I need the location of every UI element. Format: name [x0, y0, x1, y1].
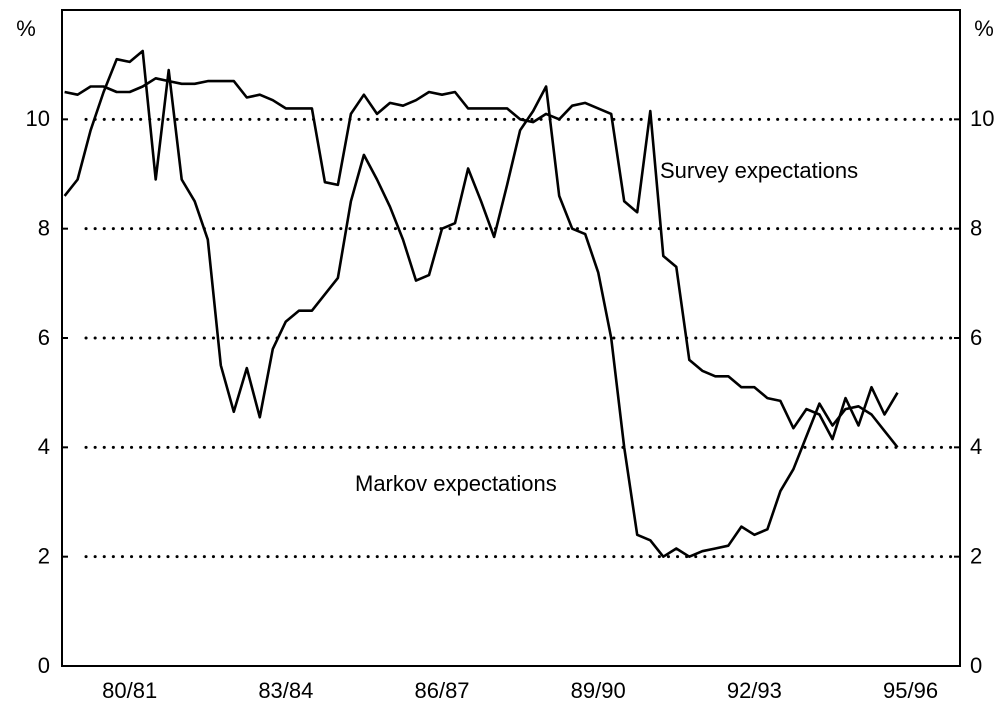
series-line	[63, 49, 899, 558]
y-tick-label: 10	[26, 106, 50, 131]
y2-tick-label: 8	[970, 215, 982, 240]
annotation: Survey expectations	[660, 158, 858, 183]
y-unit: %	[16, 16, 36, 41]
y2-tick-label: 0	[970, 653, 982, 678]
y2-tick-label: 2	[970, 543, 982, 568]
x-tick-label: 80/81	[102, 678, 157, 703]
y2-tick-label: 4	[970, 434, 982, 459]
y-tick-label: 4	[38, 434, 50, 459]
series-line	[64, 77, 899, 441]
y2-unit: %	[974, 16, 994, 41]
y2-tick-label: 10	[970, 106, 994, 131]
x-tick-label: 83/84	[258, 678, 313, 703]
y-tick-label: 0	[38, 653, 50, 678]
x-tick-label: 92/93	[727, 678, 782, 703]
y-tick-label: 6	[38, 325, 50, 350]
y2-tick-label: 6	[970, 325, 982, 350]
y-tick-label: 2	[38, 543, 50, 568]
x-tick-label: 89/90	[571, 678, 626, 703]
annotation: Markov expectations	[355, 471, 557, 496]
y-tick-label: 8	[38, 215, 50, 240]
plot-frame	[61, 9, 961, 667]
x-tick-label: 86/87	[414, 678, 469, 703]
x-tick-label: 95/96	[883, 678, 938, 703]
